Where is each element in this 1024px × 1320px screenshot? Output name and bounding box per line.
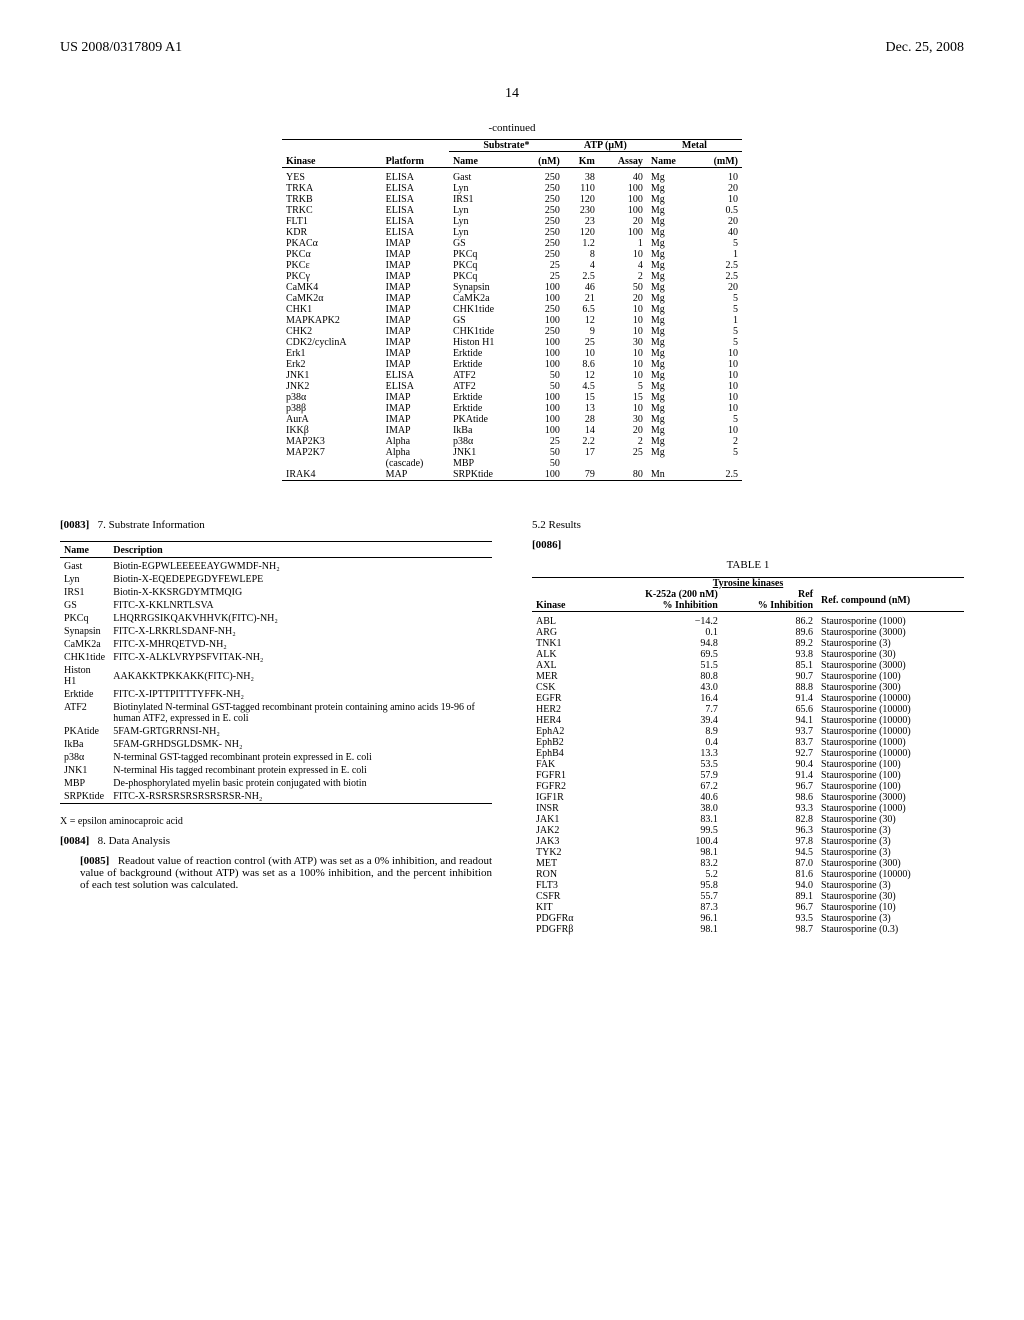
table-row: ATF2Biotinylated N-terminal GST-tagged r…: [60, 701, 492, 725]
right-column: 5.2 Results [0086] TABLE 1 Tyrosine kina…: [532, 511, 964, 935]
table-row: FLT395.894.0Staurosporine (3): [532, 880, 964, 891]
table-row: TRKCELISALyn250230100Mg0.5: [282, 205, 742, 216]
table-row: CSFR55.789.1Staurosporine (30): [532, 891, 964, 902]
table-row: MAPKAPK2IMAPGS1001210Mg1: [282, 315, 742, 326]
table-row: IGF1R40.698.6Staurosporine (3000): [532, 792, 964, 803]
table-row: AXL51.585.1Staurosporine (3000): [532, 660, 964, 671]
table-row: CDK2/cyclinAIMAPHiston H11002530Mg5: [282, 337, 742, 348]
table-row: p38αIMAPErktide1001515Mg10: [282, 392, 742, 403]
table-row: p38βIMAPErktide1001310Mg10: [282, 403, 742, 414]
table-row: PKCεIMAPPKCq2544Mg2.5: [282, 260, 742, 271]
table-row: PKCqLHQRRGSIKQAKVHHVK(FITC)-NH₂: [60, 612, 492, 625]
table-row: (cascade)MBP50: [282, 458, 742, 469]
table-row: IKKβIMAPIkBa1001420Mg10: [282, 425, 742, 436]
table-row: Histon H1AAKAKKTPKKAKK(FITC)-NH₂: [60, 664, 492, 688]
continued-label: -continued: [60, 122, 964, 134]
header-right: Dec. 25, 2008: [885, 40, 964, 56]
para-85: [0085] Readout value of reaction control…: [60, 855, 492, 891]
table-row: JAK299.596.3Staurosporine (3): [532, 825, 964, 836]
table-row: RON5.281.6Staurosporine (10000): [532, 869, 964, 880]
table1-title: TABLE 1: [532, 559, 964, 571]
table-row: HER27.765.6Staurosporine (10000): [532, 704, 964, 715]
table-row: ARG0.189.6Staurosporine (3000): [532, 627, 964, 638]
table-row: PDGFRβ98.198.7Staurosporine (0.3): [532, 924, 964, 935]
table-row: ErktideFITC-X-IPTTPITTTYFFK-NH₂: [60, 688, 492, 701]
left-column: [0083] 7. Substrate Information Name Des…: [60, 511, 492, 935]
group-atp: ATP (μM): [564, 140, 647, 152]
tyrosine-table: Tyrosine kinases Kinase K-252a (200 nM)%…: [532, 577, 964, 935]
table-row: KIT87.396.7Staurosporine (10): [532, 902, 964, 913]
table-row: PKACαIMAPGS2501.21Mg5: [282, 238, 742, 249]
table-row: SynapsinFITC-X-LRKRLSDANF-NH₂: [60, 625, 492, 638]
table-row: CaMK4IMAPSynapsin1004650Mg20: [282, 282, 742, 293]
table-row: LynBiotin-X-EQEDEPEGDYFEWLEPE: [60, 573, 492, 586]
table-row: CHK2IMAPCHK1tide250910Mg5: [282, 326, 742, 337]
table-row: PKCγIMAPPKCq252.52Mg2.5: [282, 271, 742, 282]
para-84: [0084] 8. Data Analysis: [60, 835, 492, 847]
table-row: PDGFRα96.193.5Staurosporine (3): [532, 913, 964, 924]
table-row: CaMK2aFITC-X-MHRQETVD-NH₂: [60, 638, 492, 651]
table-row: CaMK2αIMAPCaMK2a1002120Mg5: [282, 293, 742, 304]
page-number: 14: [60, 86, 964, 102]
table-row: MET83.287.0Staurosporine (300): [532, 858, 964, 869]
header-left: US 2008/0317809 A1: [60, 40, 182, 56]
table-row: AurAIMAPPKAtide1002830Mg5: [282, 414, 742, 425]
table-row: JAK183.182.8Staurosporine (30): [532, 814, 964, 825]
table-row: EphB20.483.7Staurosporine (1000): [532, 737, 964, 748]
table-row: EphA28.993.7Staurosporine (10000): [532, 726, 964, 737]
table-row: TRKAELISALyn250110100Mg20: [282, 183, 742, 194]
substrate-table: Name Description GastBiotin-EGPWLEEEEEAY…: [60, 541, 492, 806]
table-row: MAP2K7AlphaJNK1501725Mg5: [282, 447, 742, 458]
para-83: [0083] 7. Substrate Information: [60, 519, 492, 531]
table-row: TRKBELISAIRS1250120100Mg10: [282, 194, 742, 205]
table-row: FGFR157.991.4Staurosporine (100): [532, 770, 964, 781]
table-row: p38αN-terminal GST-tagged recombinant pr…: [60, 751, 492, 764]
table-row: CSK43.088.8Staurosporine (300): [532, 682, 964, 693]
table-row: JAK3100.497.8Staurosporine (3): [532, 836, 964, 847]
table-row: FLT1ELISALyn2502320Mg20: [282, 216, 742, 227]
page-header: US 2008/0317809 A1 Dec. 25, 2008: [60, 40, 964, 56]
table-row: FGFR267.296.7Staurosporine (100): [532, 781, 964, 792]
table-row: EGFR16.491.4Staurosporine (10000): [532, 693, 964, 704]
table-row: IRS1Biotin-X-KKSRGDYMTMQIG: [60, 586, 492, 599]
table-row: IRAK4MAPSRPKtide1007980Mn2.5: [282, 469, 742, 481]
group-metal: Metal: [647, 140, 742, 152]
table-row: ALK69.593.8Staurosporine (30): [532, 649, 964, 660]
table-row: YESELISAGast2503840Mg10: [282, 172, 742, 183]
group-substrate: Substrate*: [449, 140, 564, 152]
para-86: [0086]: [532, 539, 964, 551]
table-row: EphB413.392.7Staurosporine (10000): [532, 748, 964, 759]
table-row: SRPKtideFITC-X-RSRSRSRSRSRSRSR-NH₂: [60, 790, 492, 804]
table-row: MAP2K3Alphap38α252.22Mg2: [282, 436, 742, 447]
table-row: TNK194.889.2Staurosporine (3): [532, 638, 964, 649]
table-row: HER439.494.1Staurosporine (10000): [532, 715, 964, 726]
table-row: JNK1ELISAATF2501210Mg10: [282, 370, 742, 381]
table-row: KDRELISALyn250120100Mg40: [282, 227, 742, 238]
footnote-x: X = epsilon aminocaproic acid: [60, 816, 492, 827]
table-row: GSFITC-X-KKLNRTLSVA: [60, 599, 492, 612]
table-row: Erk1IMAPErktide1001010Mg10: [282, 348, 742, 359]
table-row: Erk2IMAPErktide1008.610Mg10: [282, 359, 742, 370]
table-row: PKAtide5FAM-GRTGRRNSI-NH₂: [60, 725, 492, 738]
table-row: MBPDe-phosphorylated myelin basic protei…: [60, 777, 492, 790]
table-row: IkBa5FAM-GRHDSGLDSMK- NH₂: [60, 738, 492, 751]
table-row: GastBiotin-EGPWLEEEEEAYGWMDF-NH₂: [60, 560, 492, 573]
kinase-table: Substrate* ATP (μM) Metal Kinase Platfor…: [282, 139, 742, 481]
table-row: FAK53.590.4Staurosporine (100): [532, 759, 964, 770]
table-row: CHK1IMAPCHK1tide2506.510Mg5: [282, 304, 742, 315]
table-row: ABL−14.286.2Staurosporine (1000): [532, 616, 964, 627]
table-row: INSR38.093.3Staurosporine (1000): [532, 803, 964, 814]
table-row: MER80.890.7Staurosporine (100): [532, 671, 964, 682]
table-row: CHK1tideFITC-X-ALKLVRYPSFVITAK-NH₂: [60, 651, 492, 664]
table-row: JNK2ELISAATF2504.55Mg10: [282, 381, 742, 392]
table-row: PKCαIMAPPKCq250810Mg1: [282, 249, 742, 260]
table-row: TYK298.194.5Staurosporine (3): [532, 847, 964, 858]
table-row: JNK1N-terminal His tagged recombinant pr…: [60, 764, 492, 777]
results-title: 5.2 Results: [532, 519, 964, 531]
